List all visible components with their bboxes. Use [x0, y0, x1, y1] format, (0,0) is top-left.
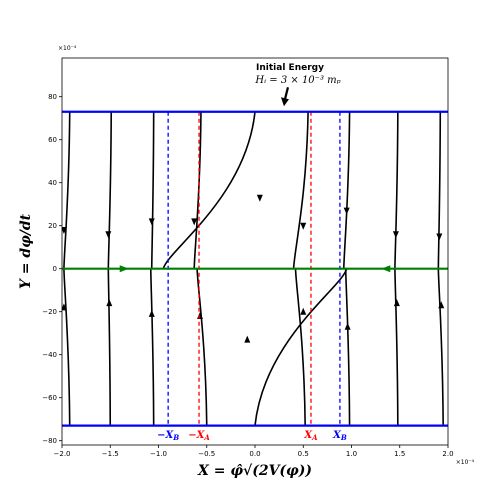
y-tick-label-3: −20 [42, 308, 57, 316]
marker-label-2: XA [303, 430, 318, 442]
lower-trajectory-6 [344, 268, 351, 426]
upper-trajectory-6 [342, 111, 351, 269]
upper-trajectory-0 [63, 111, 71, 269]
upper-trajectory-arrow-6 [343, 207, 350, 215]
x-scale-label: ×10⁻⁴ [456, 459, 475, 466]
lower-trajectory-arrow-1 [106, 299, 113, 307]
x-tick-label-0: −2.0 [54, 450, 71, 458]
marker-label-1: −XA [188, 430, 210, 442]
x-tick-label-8: 2.0 [442, 450, 453, 458]
upper-trajectory-8 [437, 111, 442, 269]
annotation-formula: Hᵢ = 3 × 10⁻³ mₚ [254, 75, 340, 86]
lower-trajectory-0 [63, 268, 71, 426]
upper-trajectory-arrow-1 [105, 231, 112, 239]
y-tick-label-1: −60 [42, 394, 57, 402]
lower-trajectory-arrow-2 [148, 309, 155, 317]
y-tick-label-2: −40 [42, 351, 57, 359]
lower-trajectory-4 [254, 268, 348, 426]
x-tick-label-7: 1.5 [394, 450, 405, 458]
y-tick-label-7: 60 [48, 136, 57, 144]
lower-trajectory-arrow-8 [438, 301, 445, 309]
x-tick-label-5: 0.5 [298, 450, 309, 458]
lower-trajectory-arrow-4 [244, 335, 251, 343]
upper-trajectory-arrow-0 [62, 227, 67, 234]
y-tick-label-6: 40 [48, 179, 57, 187]
lower-trajectory-arrow-6 [344, 322, 351, 330]
upper-trajectory-5 [292, 111, 309, 269]
separatrix-arrow-0 [119, 265, 129, 273]
y-tick-label-5: 20 [48, 222, 57, 230]
lower-trajectory-8 [437, 268, 444, 426]
upper-trajectory-arrow-7 [392, 231, 399, 239]
upper-trajectory-1 [107, 111, 113, 269]
lower-trajectory-arrow-7 [393, 299, 400, 307]
x-tick-label-2: −1.0 [150, 450, 167, 458]
upper-trajectory-arrow-5 [300, 222, 307, 230]
lower-trajectory-5 [294, 268, 306, 426]
x-tick-label-3: −0.5 [198, 450, 215, 458]
y-tick-label-4: 0 [53, 265, 57, 273]
x-tick-label-6: 1.0 [346, 450, 357, 458]
x-axis-title: X = φ̂√(2V(φ)) [197, 463, 312, 479]
plot-frame [61, 57, 449, 446]
upper-trajectory-arrow-4 [256, 194, 263, 202]
upper-trajectory-arrow-3 [191, 218, 198, 226]
separatrix-arrow-1 [381, 265, 391, 273]
x-tick-label-4: 0.0 [249, 450, 260, 458]
lower-trajectory-1 [107, 268, 112, 426]
marker-label-0: −XB [157, 430, 179, 442]
upper-trajectory-arrow-2 [148, 218, 155, 226]
y-axis-title: Y = dφ/dt [18, 213, 34, 289]
marker-label-3: XB [332, 430, 347, 442]
annotation-arrowhead [280, 97, 289, 107]
upper-trajectory-3 [193, 111, 202, 269]
annotation-arrow [283, 87, 290, 100]
lower-trajectory-3 [196, 268, 208, 426]
upper-trajectory-4 [162, 111, 256, 269]
lower-trajectory-arrow-5 [300, 307, 307, 315]
y-tick-label-0: −80 [42, 437, 57, 445]
lower-trajectory-2 [149, 268, 155, 426]
x-tick-label-1: −1.5 [102, 450, 119, 458]
upper-trajectory-2 [150, 111, 155, 269]
upper-trajectory-arrow-8 [436, 233, 443, 241]
y-scale-label: ×10⁻⁴ [58, 45, 77, 52]
lower-trajectory-7 [394, 268, 399, 426]
lower-trajectory-arrow-3 [196, 312, 203, 319]
lower-trajectory-arrow-0 [62, 303, 67, 311]
upper-trajectory-7 [394, 111, 399, 269]
annotation-title: Initial Energy [256, 63, 324, 73]
y-tick-label-8: 80 [48, 93, 57, 101]
